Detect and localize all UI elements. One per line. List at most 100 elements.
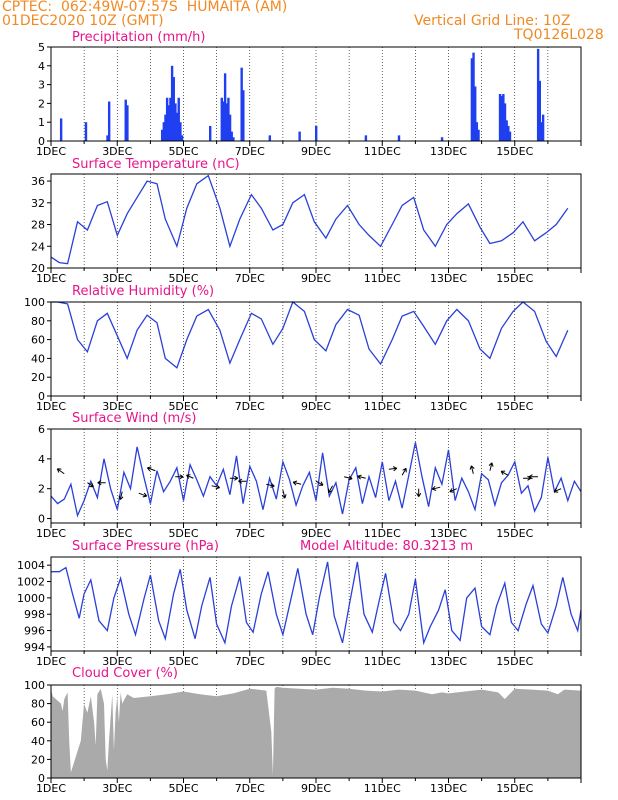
title-temperature: Surface Temperature (nC) <box>72 157 240 172</box>
cloud-xtick-label: 1DEC <box>36 782 66 795</box>
temp-xtick-label: 11DEC <box>364 272 401 285</box>
wind-arrow <box>281 490 287 499</box>
rh-panel: 0 20 40 60 80 100 1DEC 3DEC 5DEC 7DEC 9DEC 11DEC 13D… <box>24 296 582 413</box>
pres-ytick-label: 994 <box>24 641 45 654</box>
temp-ytick-label: 24 <box>31 240 45 253</box>
wind-xtick-label: 1DEC <box>36 527 66 540</box>
precip-bar <box>500 95 503 141</box>
precip-bar <box>315 125 318 141</box>
pres-ytick-label: 1000 <box>17 592 45 605</box>
temp-ytick-label: 32 <box>31 197 45 210</box>
precip-bar <box>268 135 272 141</box>
wind-arrow <box>401 467 407 476</box>
wind-arrow <box>266 482 275 488</box>
pres-ytick-label: 996 <box>24 625 45 638</box>
wind-arrow <box>186 474 194 479</box>
precip-bar <box>172 77 175 141</box>
wind-arrow <box>175 474 184 480</box>
precip-bar <box>474 86 477 141</box>
pres-xtick-label: 11DEC <box>364 655 401 668</box>
precip-xtick-label: 15DEC <box>496 145 533 158</box>
wind-arrow <box>488 462 494 471</box>
rh-xtick-label: 11DEC <box>364 400 401 413</box>
header-code: TQ0126L028 <box>514 27 604 43</box>
precip-xtick-label: 13DEC <box>430 145 467 158</box>
header-location: CPTEC: 062:49W-07:57S HUMAITA (AM) <box>2 0 288 15</box>
wind-arrow <box>500 470 509 476</box>
title-pressure: Surface Pressure (hPa) <box>72 539 219 554</box>
precip-bar <box>505 120 508 141</box>
precip-bar <box>84 122 88 141</box>
pres-ytick-label: 1004 <box>17 559 45 572</box>
precip-bar <box>397 135 401 141</box>
precip-bar <box>242 90 245 141</box>
cloud-ytick-label: 60 <box>31 716 45 729</box>
precip-bar <box>180 135 184 141</box>
wind-xtick-label: 13DEC <box>430 527 467 540</box>
wind-arrow <box>146 466 156 472</box>
wind-arrow <box>469 465 475 474</box>
wind-ytick-label: 2 <box>38 483 45 496</box>
precip-bar <box>440 137 444 141</box>
precip-bar <box>232 137 235 141</box>
rh-ytick-label: 40 <box>31 352 45 365</box>
temp-ytick-label: 20 <box>31 262 45 275</box>
title-humidity: Relative Humidity (%) <box>72 284 215 299</box>
pres-xtick-label: 1DEC <box>36 655 66 668</box>
temp-panel: 20 24 28 32 36 1DEC 3DEC 5DEC 7DEC 9DEC 11DEC 13DEC… <box>31 173 582 285</box>
precip-bar <box>508 131 512 141</box>
title-wind: Surface Wind (m/s) <box>72 411 197 426</box>
rh-xtick-label: 9DEC <box>301 400 331 413</box>
title-cloud: Cloud Cover (%) <box>72 666 178 681</box>
precip-bar <box>475 122 479 141</box>
rh-xtick-label: 3DEC <box>102 400 132 413</box>
wind-arrow <box>238 478 247 484</box>
precip-ytick-label: 5 <box>38 41 45 54</box>
cloud-xtick-label: 5DEC <box>168 782 198 795</box>
wind-arrow <box>528 474 538 480</box>
cloud-xtick-label: 13DEC <box>430 782 467 795</box>
wind-arrow <box>229 475 239 481</box>
pres-xtick-label: 13DEC <box>430 655 467 668</box>
precip-xtick-label: 11DEC <box>364 145 401 158</box>
precip-bar <box>162 122 166 141</box>
precip-bar <box>107 101 111 141</box>
temp-xtick-label: 15DEC <box>496 272 533 285</box>
rh-ytick-label: 80 <box>31 315 45 328</box>
cloud-xtick-label: 3DEC <box>102 782 132 795</box>
cloud-ytick-label: 40 <box>31 735 45 748</box>
precip-bar <box>507 125 510 141</box>
precip-bar <box>164 114 167 141</box>
precip-bar <box>170 65 174 141</box>
precip-panel: 0 1 2 3 4 5 1DEC 3DEC 5DEC 7DEC 9DEC 11DEC 13DEC 15DE… <box>36 41 582 158</box>
wind-panel: 0 2 4 6 1DEC 3DEC 5DEC 7DEC 9DEC 11DEC 13DEC 15DEC <box>36 423 582 540</box>
precip-bar <box>222 101 225 141</box>
wind-arrow <box>553 488 562 493</box>
temp-ytick-label: 28 <box>31 219 45 232</box>
precip-bar <box>298 131 301 141</box>
wind-xtick-label: 7DEC <box>235 527 265 540</box>
precip-xtick-label: 1DEC <box>36 145 66 158</box>
precip-bar <box>470 58 474 141</box>
rh-ytick-label: 100 <box>24 296 45 309</box>
precip-xtick-label: 3DEC <box>102 145 132 158</box>
cloud-xtick-label: 9DEC <box>301 782 331 795</box>
wind-arrow <box>315 480 324 486</box>
precip-bar <box>538 80 541 141</box>
temp-xtick-label: 13DEC <box>430 272 467 285</box>
wind-ytick-label: 0 <box>38 513 45 526</box>
wind-arrow <box>292 480 302 486</box>
rh-line <box>51 300 569 369</box>
rh-ytick-label: 20 <box>31 371 45 384</box>
temp-xtick-label: 1DEC <box>36 272 66 285</box>
cloud-panel: 0 20 40 60 80 100 1DEC 3DEC 5DEC 7DEC 9DEC 11DEC 13D… <box>24 679 582 795</box>
wind-arrow <box>357 474 366 480</box>
wind-arrow <box>431 485 441 491</box>
cloud-ytick-label: 100 <box>24 679 45 692</box>
wind-xtick-label: 3DEC <box>102 527 132 540</box>
precip-bar <box>540 122 543 141</box>
precip-bar <box>228 114 232 141</box>
wind-arrow <box>211 484 221 490</box>
rh-xtick-label: 1DEC <box>36 400 66 413</box>
cloud-ytick-label: 20 <box>31 753 45 766</box>
